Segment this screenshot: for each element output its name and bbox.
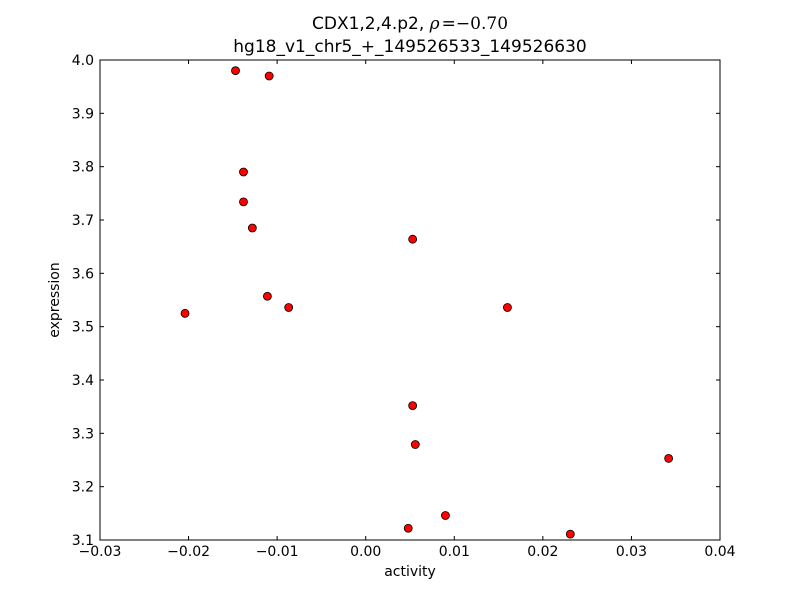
y-tick-label: 3.2 xyxy=(72,480,94,496)
data-point xyxy=(247,223,257,233)
plot-frame xyxy=(99,59,721,541)
data-point xyxy=(239,197,248,207)
x-tick-label: 0.01 xyxy=(439,544,470,560)
y-tick-label: 3.5 xyxy=(72,320,94,336)
x-tick-label: 0.00 xyxy=(350,544,381,560)
plot-area xyxy=(100,60,720,540)
y-tick-label: 3.3 xyxy=(72,426,94,442)
y-tick-label: 3.4 xyxy=(72,373,94,389)
y-tick-label: 3.7 xyxy=(72,213,94,229)
y-tick-label: 3.9 xyxy=(72,106,94,122)
data-point xyxy=(503,303,512,312)
x-tick-labels: −0.03 −0.02 −0.01 0.00 0.01 0.02 0.03 0.04 xyxy=(79,544,736,560)
data-point xyxy=(239,167,248,177)
y-tick-label: 3.1 xyxy=(72,533,94,549)
data-point xyxy=(284,303,294,312)
chart-title: CDX1,2,4.p2, ρ =−0.70 xyxy=(312,14,508,34)
data-point xyxy=(403,523,413,533)
y-tick-label: 4.0 xyxy=(72,53,94,69)
data-point xyxy=(410,440,420,449)
x-tick-label: 0.04 xyxy=(704,544,735,560)
chart-title-prefix: CDX1,2,4.p2, xyxy=(312,14,430,34)
x-tick-label: −0.01 xyxy=(256,544,299,560)
data-point xyxy=(264,71,274,81)
data-point xyxy=(441,511,450,520)
y-axis-label: expression xyxy=(47,262,63,338)
x-tick-label: 0.02 xyxy=(527,544,558,560)
chart-subtitle: hg18_v1_chr5_+_149526533_149526630 xyxy=(233,37,586,57)
data-point xyxy=(180,308,190,318)
x-axis-label: activity xyxy=(384,564,436,580)
data-points xyxy=(180,66,674,539)
x-tick-label: −0.02 xyxy=(167,544,210,560)
y-tick-label: 3.8 xyxy=(72,160,94,176)
y-tick-labels: 3.1 3.2 3.3 3.4 3.5 3.6 3.7 3.8 3.9 4.0 xyxy=(72,53,94,549)
data-point xyxy=(231,66,240,76)
chart-title-value: =−0.70 xyxy=(442,14,508,34)
y-tick-label: 3.6 xyxy=(72,266,94,282)
x-tick-label: 0.03 xyxy=(616,544,647,560)
data-point xyxy=(408,234,418,244)
chart-title-rho: ρ xyxy=(429,14,440,34)
data-point xyxy=(262,291,272,301)
data-point xyxy=(408,401,418,411)
data-point xyxy=(664,453,674,463)
data-point xyxy=(565,529,575,539)
x-tick-label: −0.03 xyxy=(79,544,122,560)
